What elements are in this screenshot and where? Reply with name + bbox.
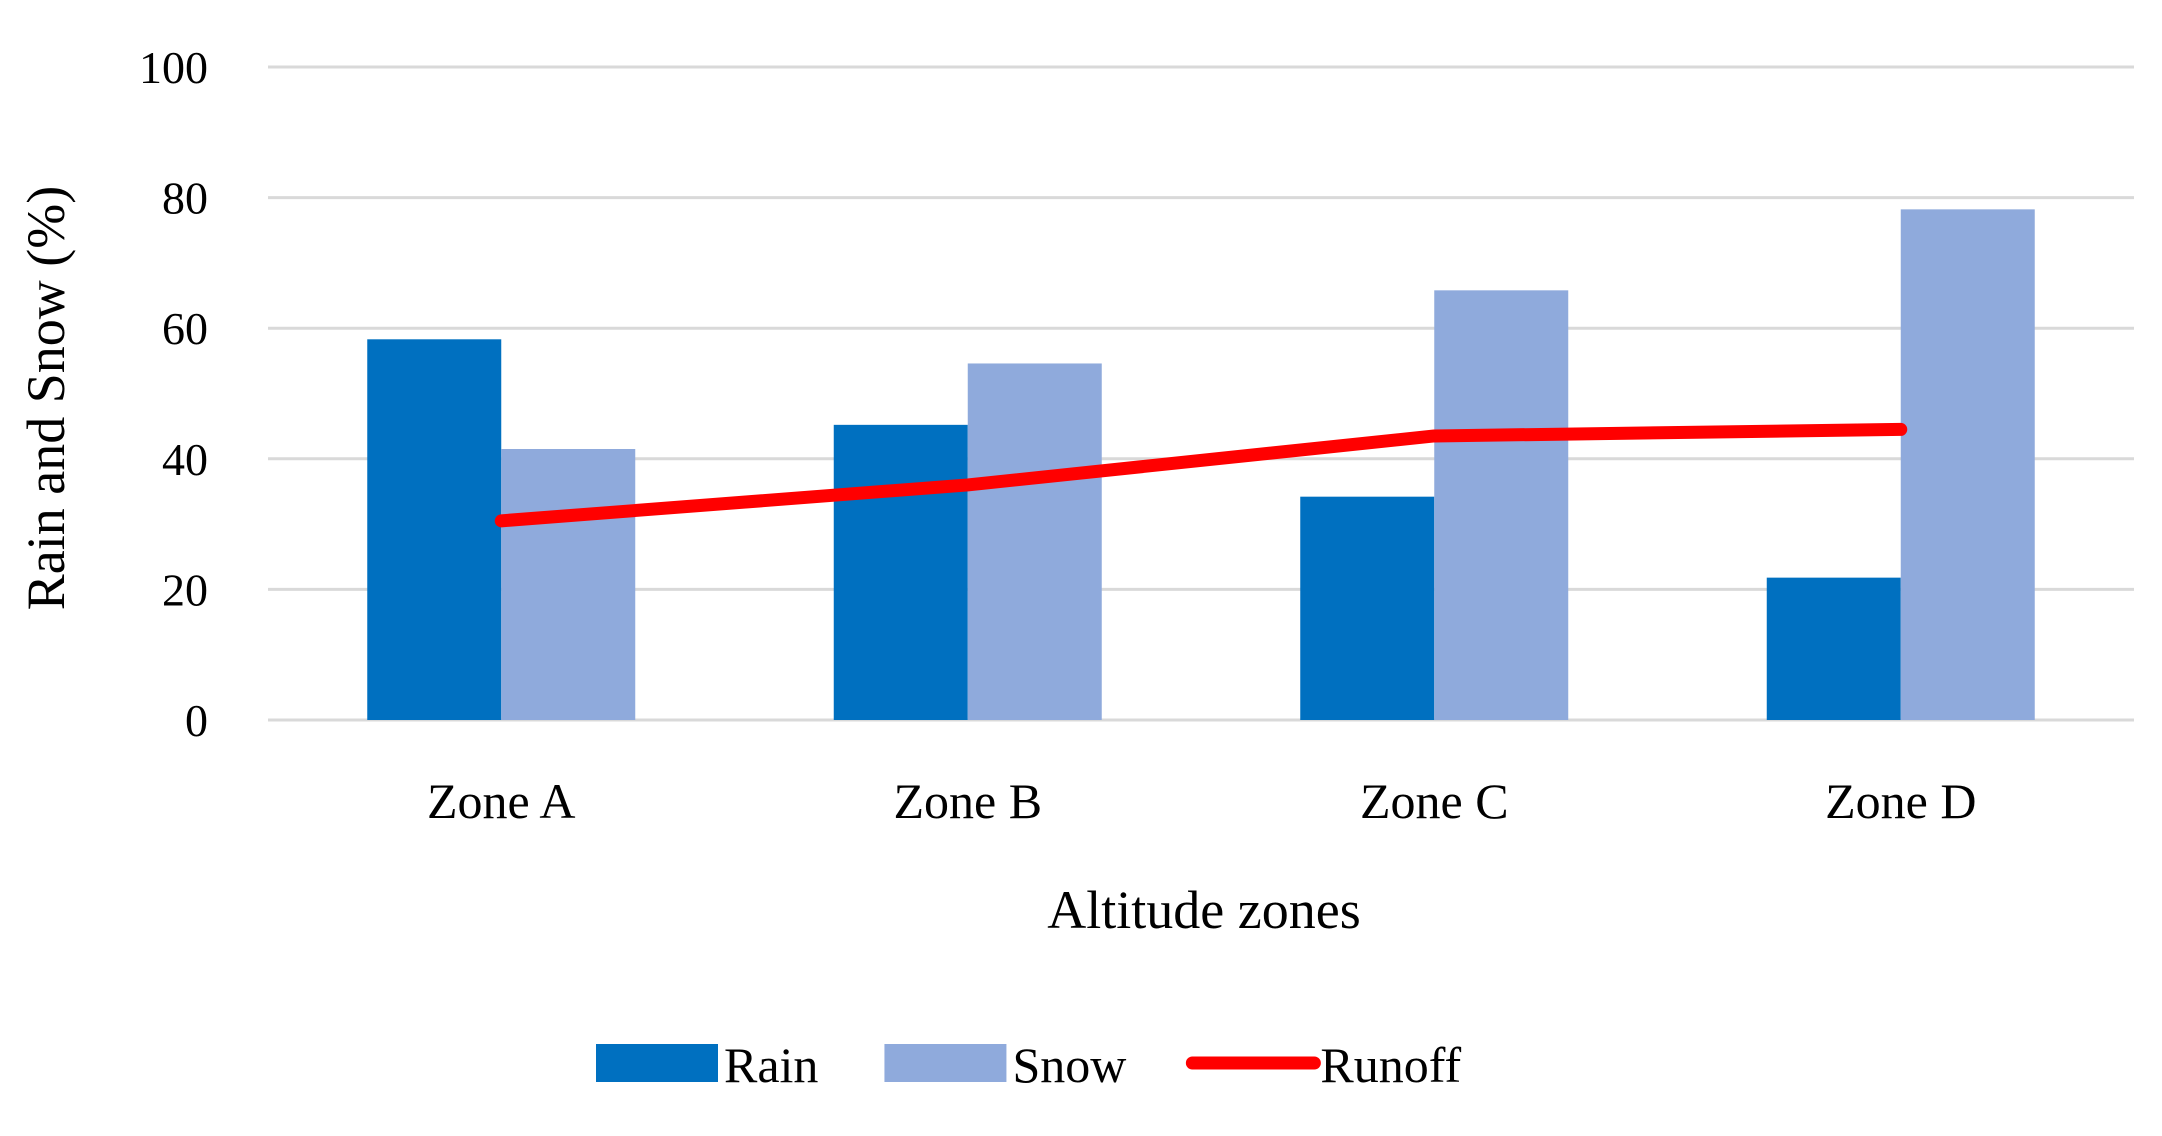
bar-rain-zone-c (1300, 496, 1435, 720)
y-tick-labels: 0 20 40 60 80 100 (139, 42, 208, 746)
bar-rain-zone-a (367, 339, 502, 720)
legend-label-rain: Rain (724, 1037, 818, 1093)
legend-label-runoff: Runoff (1320, 1037, 1461, 1093)
x-tick-zone-a: Zone A (427, 773, 576, 829)
bar-snow-zone-d (1900, 209, 2035, 720)
x-axis-title: Altitude zones (1047, 880, 1360, 940)
legend: Rain Snow Runoff (596, 1037, 1461, 1093)
bar-snow-zone-a (501, 449, 636, 720)
y-tick-60: 60 (162, 303, 208, 354)
x-tick-zone-b: Zone B (893, 773, 1042, 829)
bar-snow-zone-c (1434, 290, 1569, 720)
legend-swatch-snow (884, 1044, 1007, 1082)
legend-label-snow: Snow (1012, 1037, 1126, 1093)
x-category-labels: Zone A Zone B Zone C Zone D (427, 773, 1976, 829)
x-tick-zone-c: Zone C (1360, 773, 1509, 829)
bar-rain-zone-d (1766, 577, 1901, 720)
bars (367, 209, 2035, 720)
y-tick-40: 40 (162, 434, 208, 485)
bar-snow-zone-b (967, 363, 1102, 720)
y-tick-20: 20 (162, 564, 208, 615)
line-runoff (494, 422, 1908, 528)
x-tick-zone-d: Zone D (1825, 773, 1976, 829)
y-axis-title: Rain and Snow (%) (16, 186, 76, 610)
y-tick-0: 0 (185, 695, 208, 746)
bar-rain-zone-b (833, 424, 968, 720)
series-lines (494, 422, 1908, 528)
y-tick-80: 80 (162, 173, 208, 224)
y-tick-100: 100 (139, 42, 208, 93)
legend-swatch-rain (596, 1044, 718, 1082)
